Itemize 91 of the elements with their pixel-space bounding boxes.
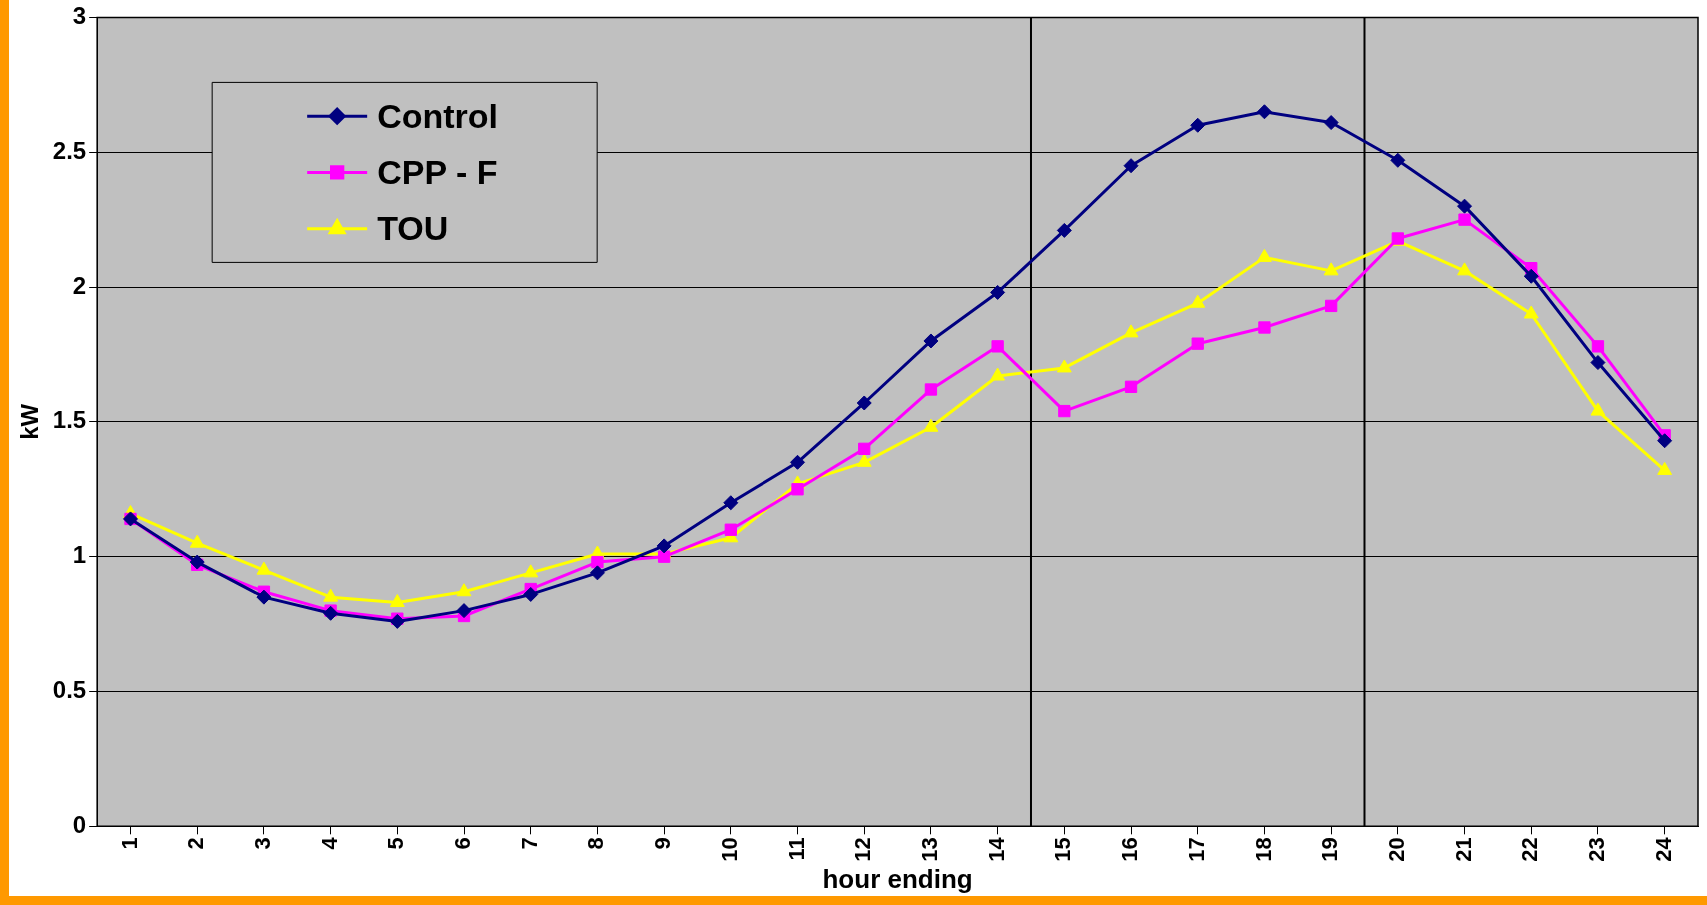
x-tick-label: 13 xyxy=(916,837,942,862)
y-tick-label: 2 xyxy=(72,271,87,299)
point xyxy=(256,561,272,575)
point xyxy=(323,588,339,602)
point xyxy=(858,442,871,455)
point xyxy=(656,538,672,554)
x-tick-label: 9 xyxy=(650,837,676,850)
point xyxy=(1657,461,1673,475)
point xyxy=(1591,340,1605,353)
point xyxy=(1323,262,1339,276)
x-tick-label: 3 xyxy=(249,837,275,850)
point xyxy=(256,589,272,605)
point xyxy=(1590,355,1606,371)
x-tick-label: 17 xyxy=(1183,837,1209,862)
point xyxy=(990,367,1006,381)
y-axis-title: kW xyxy=(16,403,44,440)
point xyxy=(923,418,939,432)
x-tick-label: 7 xyxy=(516,837,542,850)
point xyxy=(523,564,539,578)
x-tick-label: 4 xyxy=(316,836,342,850)
point xyxy=(389,613,405,629)
point xyxy=(1124,380,1138,393)
x-tick-label: 8 xyxy=(583,837,609,850)
legend-label: TOU xyxy=(377,209,449,248)
y-tick-label: 3 xyxy=(72,2,87,30)
point xyxy=(591,555,604,569)
y-tick-label: 1 xyxy=(72,541,87,569)
x-tick-label: 21 xyxy=(1450,837,1476,862)
point xyxy=(1523,305,1539,319)
point xyxy=(723,495,739,511)
point xyxy=(1056,222,1072,238)
point xyxy=(1058,404,1071,418)
legend-label: CPP - F xyxy=(377,152,498,191)
point xyxy=(1257,248,1272,262)
point xyxy=(1190,294,1206,308)
point xyxy=(456,603,472,619)
x-tick-label: 10 xyxy=(716,837,742,862)
point xyxy=(1123,324,1139,338)
point xyxy=(1056,359,1072,373)
point xyxy=(791,483,804,496)
point xyxy=(1123,158,1139,174)
point xyxy=(589,565,605,581)
point xyxy=(456,583,472,597)
x-tick-label: 6 xyxy=(450,837,476,850)
legend-label: Control xyxy=(377,96,499,135)
point xyxy=(991,340,1004,353)
point xyxy=(1457,198,1473,214)
point xyxy=(1590,402,1606,416)
x-tick-label: 11 xyxy=(783,837,809,861)
point xyxy=(1191,337,1204,350)
x-tick-label: 16 xyxy=(1117,837,1143,862)
point xyxy=(990,284,1006,300)
y-tick-label: 0.5 xyxy=(52,676,87,704)
x-tick-label: 15 xyxy=(1050,837,1076,862)
y-tick-label: 0 xyxy=(72,810,87,838)
point xyxy=(323,605,339,621)
point xyxy=(389,594,405,608)
x-tick-label: 24 xyxy=(1650,836,1676,862)
y-tick-label: 2.5 xyxy=(52,136,87,164)
point xyxy=(1190,117,1206,133)
x-tick-label: 14 xyxy=(983,836,1009,862)
x-tick-label: 19 xyxy=(1317,837,1343,862)
point xyxy=(790,454,806,470)
point xyxy=(1323,115,1339,131)
point xyxy=(657,550,671,563)
point xyxy=(1324,299,1338,313)
point xyxy=(856,453,872,467)
point xyxy=(1657,433,1673,449)
y-tick-label: 1.5 xyxy=(52,406,87,434)
x-tick-label: 22 xyxy=(1517,837,1543,862)
x-tick-label: 23 xyxy=(1584,837,1610,862)
point xyxy=(189,554,205,570)
point xyxy=(523,586,539,602)
point xyxy=(856,395,872,411)
point xyxy=(1390,152,1406,168)
x-tick-label: 20 xyxy=(1383,837,1409,862)
point xyxy=(1258,321,1271,334)
point xyxy=(923,333,939,349)
point xyxy=(1457,262,1472,276)
point xyxy=(1256,104,1272,120)
x-tick-label: 5 xyxy=(383,837,409,850)
point xyxy=(924,383,938,396)
x-axis-title: hour ending xyxy=(822,863,973,894)
point xyxy=(724,523,737,536)
x-tick-label: 2 xyxy=(183,837,209,850)
x-tick-label: 1 xyxy=(116,837,142,850)
x-tick-label: 12 xyxy=(850,837,876,862)
point xyxy=(1458,213,1471,226)
x-tick-label: 18 xyxy=(1250,837,1276,862)
point xyxy=(1523,268,1539,284)
point xyxy=(189,534,205,548)
